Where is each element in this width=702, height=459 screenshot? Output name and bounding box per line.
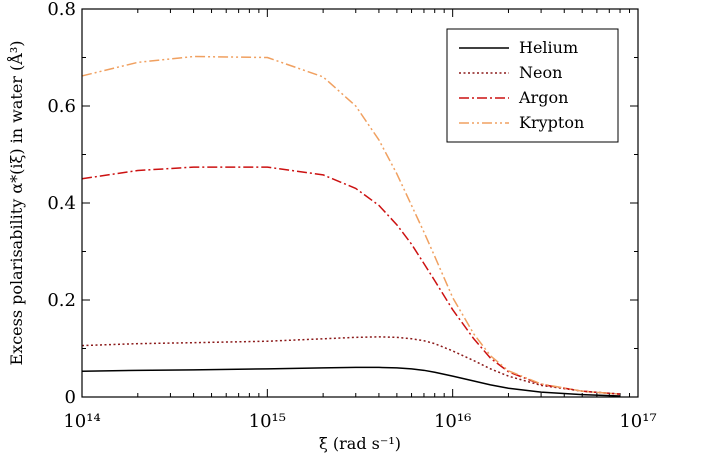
- tick-label-layer: 10¹⁴ 10¹⁵ 10¹⁶ 10¹⁷ 0 0.2 0.4 0.6 0.8: [47, 0, 656, 432]
- series-line-neon: [81, 336, 621, 395]
- x-axis-label: ξ (rad s⁻¹): [319, 434, 401, 453]
- x-tick-label: 10¹⁴: [63, 411, 100, 432]
- legend-label-krypton: Krypton: [519, 113, 584, 132]
- series-line-helium: [81, 366, 621, 397]
- legend: Helium Neon Argon Krypton: [446, 28, 619, 143]
- y-tick-label: 0.6: [47, 96, 76, 117]
- plot-frame: [81, 8, 639, 398]
- ticks-layer: [81, 8, 639, 398]
- series-line-krypton: [81, 55, 621, 395]
- y-tick-label: 0.2: [47, 290, 76, 311]
- series-line-argon: [81, 166, 621, 395]
- y-tick-label: 0.8: [47, 0, 76, 20]
- y-tick-label: 0.4: [47, 193, 76, 214]
- legend-label-helium: Helium: [519, 38, 578, 57]
- legend-label-neon: Neon: [519, 63, 562, 82]
- x-tick-label: 10¹⁵: [249, 411, 286, 432]
- y-axis-label: Excess polarisability α*(iξ) in water (Å…: [6, 41, 26, 366]
- y-tick-label: 0: [65, 387, 76, 408]
- x-tick-label: 10¹⁷: [619, 411, 656, 432]
- series-layer: [81, 55, 621, 397]
- x-tick-label: 10¹⁶: [434, 411, 471, 432]
- legend-label-argon: Argon: [518, 88, 568, 107]
